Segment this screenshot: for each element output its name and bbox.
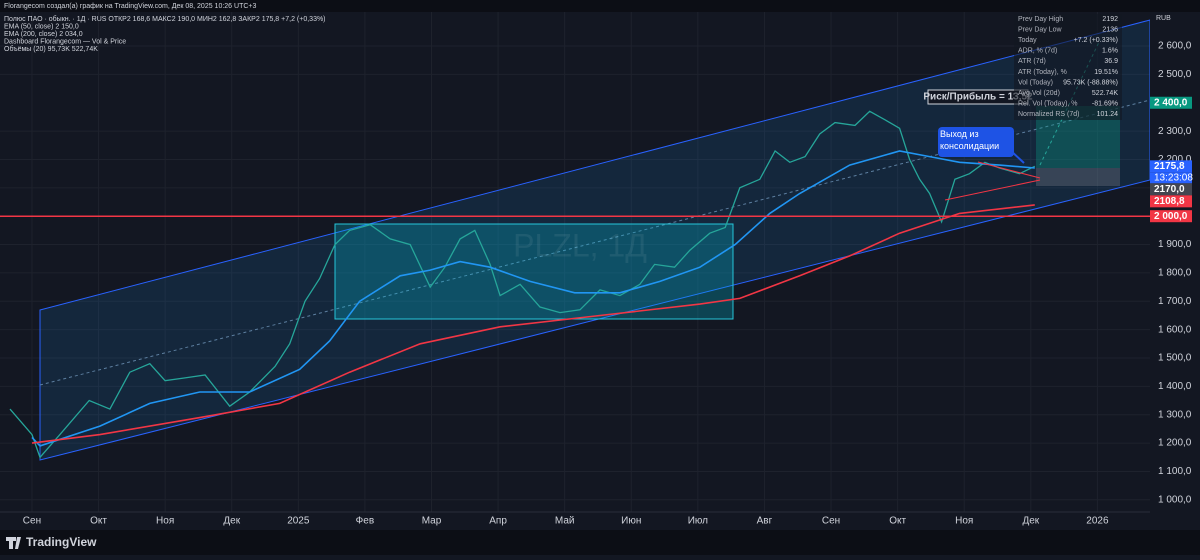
x-tick-label: Дек	[223, 516, 240, 527]
plot	[0, 110, 1150, 459]
x-tick-label: Авг	[757, 516, 773, 527]
countdown: 13:23:08	[1154, 172, 1193, 183]
price-tag	[1150, 183, 1192, 196]
series-line	[9, 110, 1036, 459]
legend-line: Полюс ПАО · обыкн. · 1Д · RUS ОТКР2 168,…	[4, 15, 326, 23]
price-tag	[1150, 96, 1192, 109]
x-tick-label: Фев	[356, 516, 374, 527]
callout-fo: Выход из консолидации	[940, 129, 1000, 151]
axes: 1 000,0 1 100,0 1 200,0 1 300,0 1 400,0 1 500…	[23, 41, 1194, 527]
x-tick-label: 2026	[1086, 516, 1109, 527]
callout-text: Выход из консолидации	[940, 129, 1000, 151]
stat-value: 1.6%	[1102, 48, 1118, 55]
stat-value: 2136	[1102, 26, 1118, 33]
y-tick-label: 1 000,0	[1158, 494, 1192, 505]
x-tick-label: Мар	[422, 516, 442, 527]
x-tick-label: Ноя	[156, 516, 174, 527]
legend-line: EMA (50, close) 2 150,0	[4, 23, 79, 30]
price-tag-label: 2170,0	[1154, 184, 1185, 195]
rr-label: Риск/Прибыль = 13,52	[923, 91, 1033, 103]
stat-label: Rel. Vol (Today), %	[1018, 101, 1078, 108]
callout	[938, 127, 1014, 157]
price-tag	[1150, 195, 1192, 208]
y-tick-label: 2 500,0	[1158, 69, 1192, 80]
risk-zone	[1036, 168, 1120, 186]
x-tick-label: Окт	[889, 516, 906, 527]
y-tick-label: 1 500,0	[1158, 353, 1192, 364]
price-tag-label: 2 400,0	[1154, 97, 1188, 108]
footer-brand: TradingView	[26, 535, 97, 549]
footer-bar	[0, 530, 1200, 555]
series-line	[31, 150, 1035, 447]
stat-label: ADR, % (7d)	[1018, 48, 1057, 55]
y-tick-label: 1 300,0	[1158, 409, 1192, 420]
triangle-bottom	[944, 179, 1041, 201]
stat-label: Today	[1018, 37, 1037, 44]
stat-value: 19.51%	[1094, 69, 1118, 76]
stats: Prev Day High 2192 Prev Day Low 2136 Today +7…	[1018, 16, 1118, 118]
stat-label: Vol (Today)	[1018, 79, 1053, 86]
stat-value: 95.73K (-88.88%)	[1063, 79, 1118, 86]
y-tick-label: 1 800,0	[1158, 268, 1192, 279]
legend-line: EMA (200, close) 2 034,0	[4, 31, 83, 38]
x-tick-label: Сен	[23, 516, 41, 527]
x-tick-label: Июл	[688, 516, 708, 527]
stat-label: Avg Vol (20d)	[1018, 90, 1060, 97]
y-tick-label: 2 600,0	[1158, 41, 1192, 52]
stat-value: 2192	[1102, 16, 1118, 23]
x-tick-label: 2025	[287, 516, 310, 527]
stat-value: 101.24	[1097, 111, 1119, 118]
price-tag	[1150, 210, 1192, 223]
y-tick-label: 1 900,0	[1158, 239, 1192, 250]
stat-label: Prev Day High	[1018, 16, 1063, 23]
stats-panel	[1014, 14, 1122, 120]
stat-label: Prev Day Low	[1018, 26, 1063, 33]
price-tag-label: 2108,8	[1154, 196, 1185, 207]
stat-value: +7.2 (+0.33%)	[1074, 37, 1118, 44]
stat-label: ATR (Today), %	[1018, 69, 1067, 76]
x-tick-label: Май	[555, 516, 575, 527]
y-tick-label: 1 100,0	[1158, 466, 1192, 477]
stat-value: -81.69%	[1092, 101, 1118, 108]
stat-label: Normalized RS (7d)	[1018, 111, 1079, 118]
legend-line: Dashboard Florangecom — Vol & Price	[4, 38, 126, 45]
series-line	[31, 204, 1035, 444]
x-tick-label: Апр	[489, 516, 507, 527]
x-tick-label: Сен	[822, 516, 840, 527]
y-tick-label: 1 200,0	[1158, 438, 1192, 449]
currency: RUB	[1156, 15, 1171, 22]
x-tick-label: Окт	[90, 516, 107, 527]
x-tick-label: Дек	[1022, 516, 1039, 527]
price-tag-label: 2 000,0	[1154, 211, 1188, 222]
price-tag-sub	[1150, 172, 1192, 184]
consolidation-box	[334, 223, 734, 320]
x-tick-label: Июн	[621, 516, 641, 527]
y-tick-label: 1 700,0	[1158, 296, 1192, 307]
y-tick-label: 2 300,0	[1158, 126, 1192, 137]
y-tick-label: 1 600,0	[1158, 324, 1192, 335]
stat-value: 522.74K	[1092, 90, 1118, 97]
callout-pointer	[1009, 149, 1025, 164]
logo	[6, 537, 21, 549]
legend: Полюс ПАО · обыкн. · 1Д · RUS ОТКР2 168,…	[4, 15, 326, 53]
header-title: Florangecom создал(а) график на TradingV…	[4, 3, 256, 10]
x-tick-label: Ноя	[955, 516, 973, 527]
y-tick-label: 1 400,0	[1158, 381, 1192, 392]
y-tick-label: 2 200,0	[1158, 154, 1192, 165]
price-tag-label: 2175,8	[1154, 161, 1185, 172]
triangle-top	[977, 161, 1041, 179]
watermark: PLZL, 1Д	[513, 227, 647, 263]
header-bar	[0, 0, 1200, 12]
stat-label: ATR (7d)	[1018, 58, 1046, 65]
price-tag	[1150, 160, 1192, 173]
stat-value: 36.9	[1104, 58, 1118, 65]
legend-line: Объёмы (20) 95,73K 522,74K	[4, 45, 98, 53]
